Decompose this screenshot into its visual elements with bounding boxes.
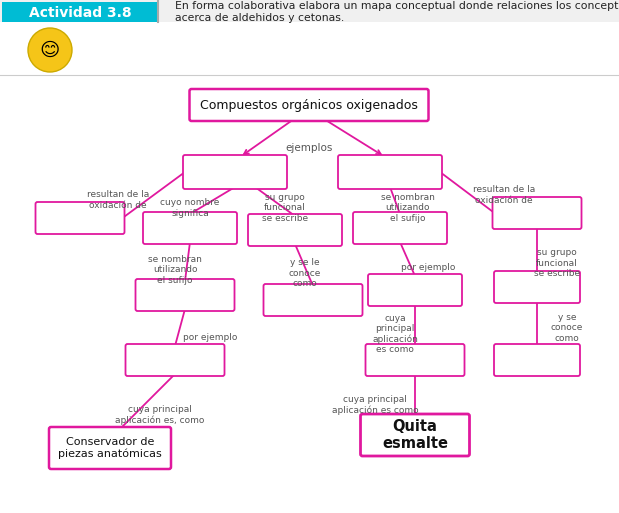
Text: se nombran
utilizando
el sufijo: se nombran utilizando el sufijo [148, 255, 202, 285]
FancyBboxPatch shape [360, 414, 469, 456]
FancyBboxPatch shape [248, 214, 342, 246]
Text: 😊: 😊 [40, 41, 60, 60]
Text: cuyo nombre
significa: cuyo nombre significa [160, 199, 220, 218]
Text: Actividad 3.8: Actividad 3.8 [28, 6, 131, 20]
Text: se nombran
utilizando
el sufijo: se nombran utilizando el sufijo [381, 193, 435, 223]
Text: Compuestos orgánicos oxigenados: Compuestos orgánicos oxigenados [200, 98, 418, 111]
Bar [0, 0, 619, 22]
FancyBboxPatch shape [189, 89, 428, 121]
FancyBboxPatch shape [365, 344, 464, 376]
Text: En forma colaborativa elabora un mapa conceptual donde relaciones los conceptos
: En forma colaborativa elabora un mapa co… [175, 1, 619, 23]
FancyBboxPatch shape [35, 202, 124, 234]
FancyBboxPatch shape [493, 197, 581, 229]
Text: su grupo
funcional
se escribe: su grupo funcional se escribe [262, 193, 308, 223]
Text: cuya principal
aplicación es como: cuya principal aplicación es como [332, 395, 418, 415]
FancyBboxPatch shape [494, 271, 580, 303]
FancyBboxPatch shape [183, 155, 287, 189]
FancyBboxPatch shape [494, 344, 580, 376]
Circle shape [28, 28, 72, 72]
Text: cuya principal
aplicación es, como: cuya principal aplicación es, como [115, 405, 205, 425]
FancyBboxPatch shape [353, 212, 447, 244]
FancyBboxPatch shape [264, 284, 363, 316]
FancyBboxPatch shape [136, 279, 235, 311]
Bar [2, 2, 157, 22]
Text: ejemplos: ejemplos [285, 143, 332, 153]
FancyBboxPatch shape [368, 274, 462, 306]
FancyBboxPatch shape [126, 344, 225, 376]
FancyBboxPatch shape [338, 155, 442, 189]
Text: resultan de la
oxidación de: resultan de la oxidación de [87, 190, 149, 210]
Text: y se le
conoce
como: y se le conoce como [289, 258, 321, 288]
Text: y se
conoce
como: y se conoce como [551, 313, 583, 343]
Text: por ejemplo: por ejemplo [183, 333, 237, 343]
Text: resultan de la
oxidación de: resultan de la oxidación de [473, 185, 535, 205]
Text: por ejemplo: por ejemplo [401, 264, 455, 272]
Text: Quita
esmalte: Quita esmalte [382, 419, 448, 451]
Text: Conservador de
piezas anatómicas: Conservador de piezas anatómicas [58, 437, 162, 459]
Text: cuya
principal
aplicación
es como: cuya principal aplicación es como [372, 313, 418, 354]
Text: su grupo
funcional
se escribe: su grupo funcional se escribe [534, 248, 580, 278]
FancyBboxPatch shape [143, 212, 237, 244]
FancyBboxPatch shape [49, 427, 171, 469]
